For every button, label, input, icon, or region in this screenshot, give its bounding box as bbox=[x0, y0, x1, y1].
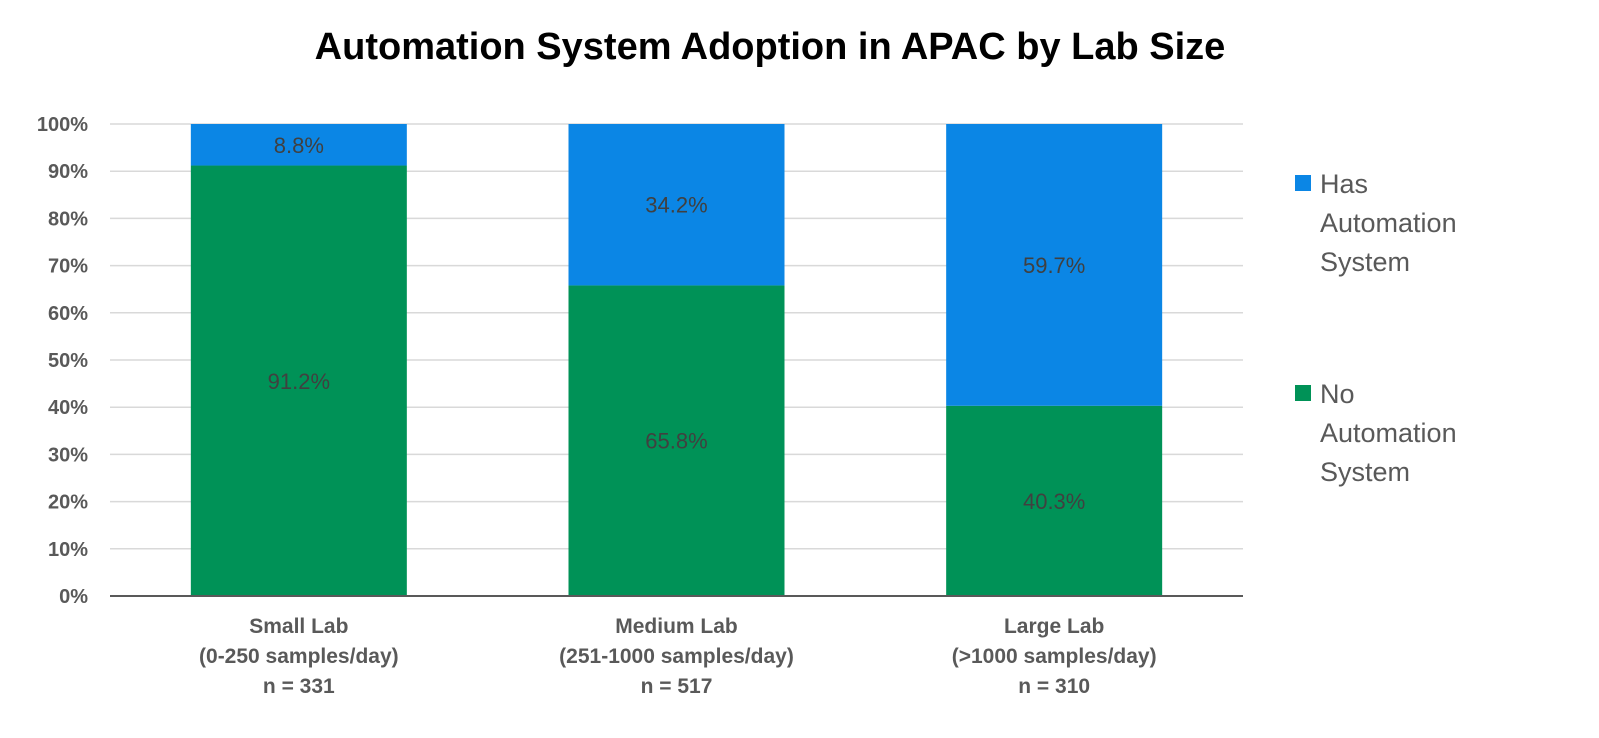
x-category-label: Small Lab bbox=[249, 615, 348, 638]
y-tick-label: 90% bbox=[48, 161, 88, 183]
y-tick-label: 40% bbox=[48, 397, 88, 419]
bar-segment bbox=[190, 165, 407, 596]
bar-segment bbox=[568, 124, 785, 286]
bar-segment bbox=[190, 124, 407, 166]
legend-label: Automation bbox=[1320, 208, 1457, 238]
chart-title: Automation System Adoption in APAC by La… bbox=[314, 26, 1226, 68]
data-label: 8.8% bbox=[274, 133, 324, 158]
data-label: 65.8% bbox=[645, 429, 707, 454]
y-tick-label: 60% bbox=[48, 303, 88, 325]
y-tick-label: 10% bbox=[48, 539, 88, 561]
legend-swatch bbox=[1295, 175, 1311, 191]
data-label: 40.3% bbox=[1023, 489, 1085, 514]
legend-label: System bbox=[1320, 247, 1410, 277]
legend-label: System bbox=[1320, 457, 1410, 487]
bar-segment bbox=[946, 405, 1163, 596]
x-category-label: (0-250 samples/day) bbox=[199, 645, 399, 668]
y-tick-label: 20% bbox=[48, 492, 88, 514]
y-tick-label: 100% bbox=[37, 114, 88, 136]
x-category-label: (251-1000 samples/day) bbox=[559, 645, 794, 668]
legend-label: Automation bbox=[1320, 418, 1457, 448]
data-label: 59.7% bbox=[1023, 253, 1085, 278]
x-category-label: n = 517 bbox=[641, 675, 713, 698]
legend-label: Has bbox=[1320, 169, 1368, 199]
data-label: 34.2% bbox=[645, 193, 707, 218]
y-tick-label: 70% bbox=[48, 256, 88, 278]
y-tick-label: 50% bbox=[48, 350, 88, 372]
y-tick-label: 30% bbox=[48, 444, 88, 466]
y-tick-label: 0% bbox=[59, 586, 88, 608]
x-category-label: n = 331 bbox=[263, 675, 335, 698]
x-category-label: (>1000 samples/day) bbox=[952, 645, 1157, 668]
y-tick-label: 80% bbox=[48, 208, 88, 230]
bar-segment bbox=[946, 124, 1163, 406]
x-category-label: Large Lab bbox=[1004, 615, 1104, 638]
bar-segment bbox=[568, 285, 785, 596]
x-category-label: Medium Lab bbox=[615, 615, 738, 638]
legend-label: No bbox=[1320, 379, 1355, 409]
legend-swatch bbox=[1295, 385, 1311, 401]
x-category-label: n = 310 bbox=[1018, 675, 1090, 698]
data-label: 91.2% bbox=[268, 369, 330, 394]
